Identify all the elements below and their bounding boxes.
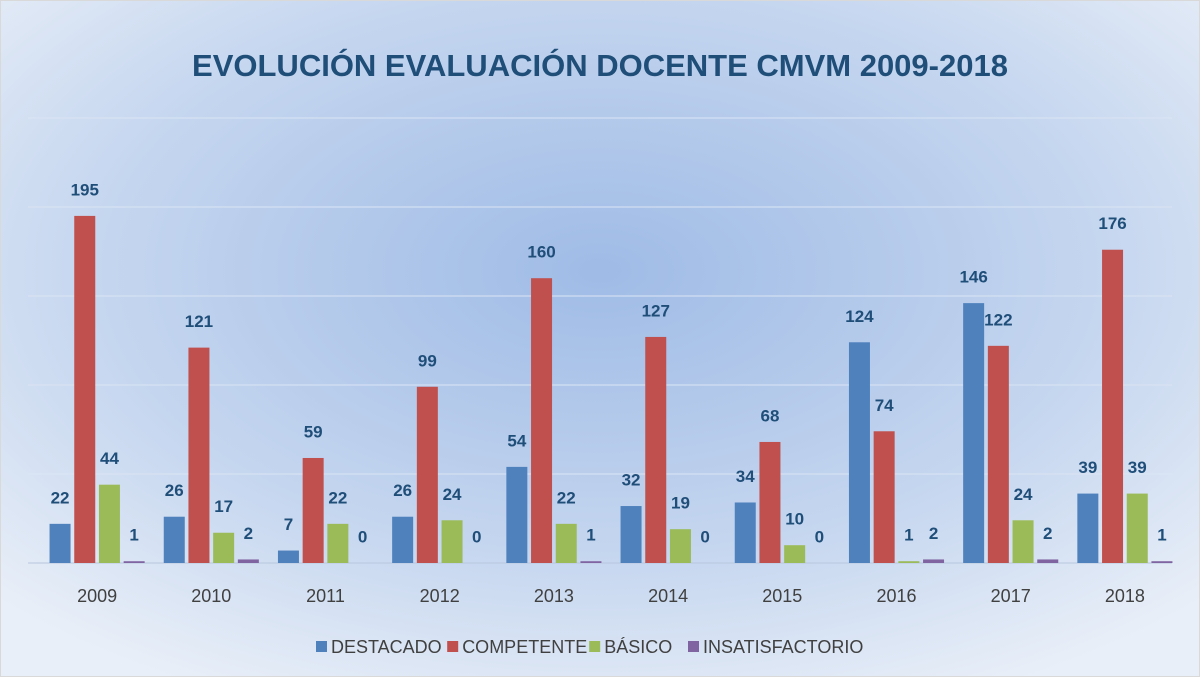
data-label: 32 bbox=[622, 471, 641, 490]
bar bbox=[848, 342, 870, 563]
bar bbox=[416, 386, 438, 563]
data-label: 54 bbox=[507, 431, 526, 450]
legend-label: DESTACADO bbox=[331, 637, 442, 657]
data-label: 7 bbox=[284, 515, 293, 534]
x-tick-label: 2013 bbox=[534, 586, 574, 606]
data-label: 0 bbox=[358, 527, 367, 546]
data-label: 74 bbox=[875, 396, 894, 415]
bar bbox=[923, 559, 945, 563]
bar bbox=[555, 523, 577, 563]
x-tick-label: 2015 bbox=[762, 586, 802, 606]
bar bbox=[188, 347, 210, 563]
bar bbox=[580, 561, 602, 563]
x-tick-label: 2010 bbox=[191, 586, 231, 606]
chart-title: EVOLUCIÓN EVALUACIÓN DOCENTE CMVM 2009-2… bbox=[192, 47, 1008, 83]
data-label: 26 bbox=[165, 481, 184, 500]
bar bbox=[784, 545, 806, 563]
data-label: 10 bbox=[785, 510, 804, 529]
bar bbox=[1102, 249, 1124, 563]
data-label: 2 bbox=[1043, 524, 1052, 543]
legend-label: BÁSICO bbox=[604, 637, 672, 657]
data-label: 24 bbox=[443, 485, 462, 504]
bar bbox=[531, 278, 553, 563]
x-tick-label: 2012 bbox=[420, 586, 460, 606]
data-label: 121 bbox=[185, 312, 213, 331]
data-label: 195 bbox=[71, 180, 99, 199]
legend-label: INSATISFACTORIO bbox=[703, 637, 863, 657]
bar bbox=[98, 484, 120, 563]
data-label: 59 bbox=[304, 422, 323, 441]
data-label: 19 bbox=[671, 494, 690, 513]
x-tick-label: 2009 bbox=[77, 586, 117, 606]
legend-swatch bbox=[447, 641, 459, 652]
bar bbox=[123, 561, 145, 563]
bar bbox=[963, 303, 985, 563]
data-label: 24 bbox=[1014, 485, 1033, 504]
legend-label: COMPETENTE bbox=[462, 637, 587, 657]
data-label: 146 bbox=[959, 268, 987, 287]
bar bbox=[237, 559, 259, 563]
bar bbox=[898, 561, 920, 563]
data-label: 1 bbox=[1157, 526, 1166, 545]
bar bbox=[1037, 559, 1059, 563]
x-tick-label: 2016 bbox=[876, 586, 916, 606]
bar bbox=[987, 345, 1009, 563]
bar bbox=[1012, 520, 1034, 563]
data-label: 1 bbox=[586, 526, 595, 545]
bar bbox=[1077, 493, 1099, 563]
x-tick-label: 2018 bbox=[1105, 586, 1145, 606]
data-label: 0 bbox=[700, 527, 709, 546]
bar bbox=[213, 532, 235, 563]
bar bbox=[441, 520, 463, 563]
data-label: 26 bbox=[393, 481, 412, 500]
bar bbox=[1151, 561, 1173, 563]
data-label: 22 bbox=[328, 488, 347, 507]
data-label: 0 bbox=[815, 527, 824, 546]
x-tick-label: 2011 bbox=[306, 586, 345, 606]
x-tick-label: 2017 bbox=[991, 586, 1031, 606]
data-label: 160 bbox=[527, 243, 555, 262]
bar bbox=[669, 529, 691, 563]
data-label: 17 bbox=[214, 497, 233, 516]
data-label: 34 bbox=[736, 467, 755, 486]
bar bbox=[49, 523, 71, 563]
legend-swatch bbox=[589, 641, 601, 652]
data-label: 39 bbox=[1078, 458, 1097, 477]
bar bbox=[302, 457, 324, 563]
data-label: 0 bbox=[472, 527, 481, 546]
bar bbox=[392, 516, 414, 563]
data-label: 68 bbox=[760, 406, 779, 425]
data-label: 122 bbox=[984, 310, 1012, 329]
data-label: 39 bbox=[1128, 458, 1147, 477]
data-label: 2 bbox=[244, 524, 253, 543]
data-label: 124 bbox=[845, 307, 874, 326]
bar bbox=[620, 506, 642, 563]
data-label: 22 bbox=[51, 488, 70, 507]
bar bbox=[734, 502, 756, 563]
data-label: 1 bbox=[129, 526, 138, 545]
x-tick-label: 2014 bbox=[648, 586, 688, 606]
legend-swatch bbox=[316, 641, 327, 652]
bar bbox=[74, 215, 96, 563]
bar bbox=[645, 336, 667, 563]
data-label: 99 bbox=[418, 351, 437, 370]
data-label: 127 bbox=[642, 301, 670, 320]
bar bbox=[163, 516, 185, 563]
data-label: 44 bbox=[100, 449, 119, 468]
data-label: 2 bbox=[929, 524, 938, 543]
bar bbox=[277, 550, 299, 563]
data-label: 1 bbox=[904, 526, 913, 545]
bar bbox=[759, 441, 781, 563]
data-label: 22 bbox=[557, 488, 576, 507]
bar bbox=[327, 523, 349, 563]
data-label: 176 bbox=[1098, 214, 1126, 233]
bar bbox=[1126, 493, 1148, 563]
bar bbox=[873, 431, 895, 563]
legend-swatch bbox=[688, 641, 699, 652]
bar bbox=[506, 466, 528, 563]
